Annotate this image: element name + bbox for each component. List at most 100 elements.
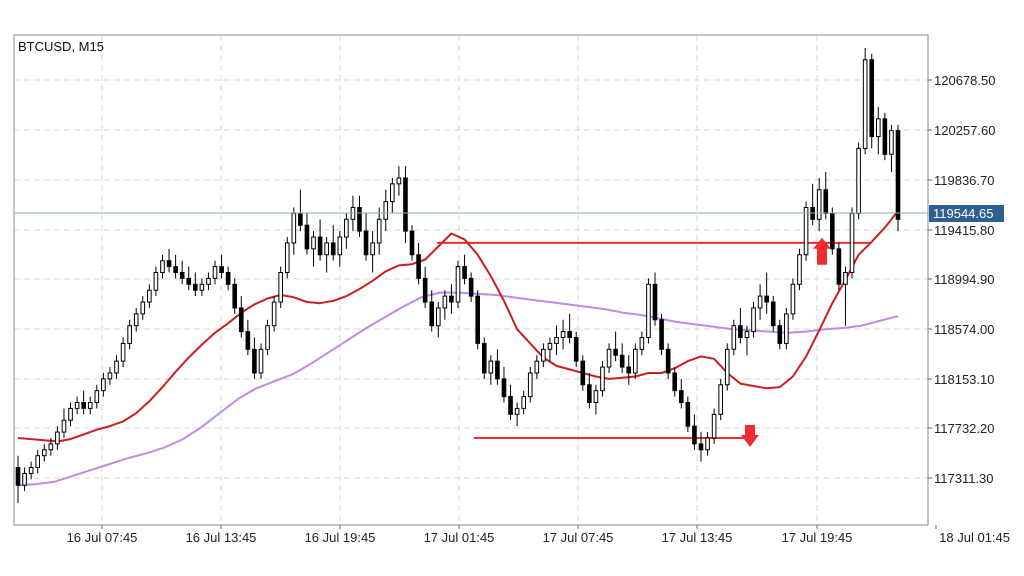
x-tick-label: 17 Jul 13:45 [662,530,733,545]
candle-body [541,348,546,362]
candle-body [705,437,710,451]
y-tick-label: 117311.30 [934,471,994,486]
candle-body [61,419,67,433]
candle-body [646,283,651,338]
candle-body [718,384,723,415]
y-axis: 120678.50 120257.60 119836.70 119415.80 1189… [928,73,995,486]
candle-body [127,325,132,344]
candle-body [580,360,586,386]
candle-body [849,212,855,273]
candle-body [593,390,599,404]
candle-body [784,313,789,344]
candle-body [711,413,717,439]
candle-body [199,283,205,291]
candle-body [803,206,809,256]
candle-body [153,271,159,291]
candle-body [232,283,238,309]
candle-body [475,295,481,344]
candle-body [738,325,743,338]
candle-body [613,348,618,356]
candle-body [147,289,152,303]
ma-fast-path [17,210,899,443]
y-tick-label: 120257.60 [934,123,995,138]
candle-body [245,331,251,350]
candle-body [481,342,487,374]
y-tick-label: 117732.20 [934,421,995,436]
candle-body [94,390,100,404]
x-tick-label: 16 Jul 13:45 [186,530,257,545]
y-tick-label: 119415.80 [934,223,995,238]
x-tick-label: 16 Jul 07:45 [67,530,138,545]
candle-body [212,266,218,279]
x-tick-label: 16 Jul 19:45 [305,530,376,545]
current-price-box [929,205,1004,222]
candle-body [186,277,192,285]
candle-body [698,443,704,451]
candle-body [166,260,172,268]
candle-body [114,360,119,374]
candle-body [81,402,86,409]
candle-body [409,230,415,256]
candle-body [633,348,638,374]
candle-body [160,260,165,273]
candle-body [311,236,316,250]
candle-body [74,402,80,409]
candle-body [265,325,270,350]
candle-body [889,130,894,155]
candle-body [219,266,224,273]
candle-body [55,431,60,445]
candle-body [330,242,336,256]
candle-body [724,348,730,386]
candle-body [455,266,461,303]
candle-body [403,177,408,232]
candle-body [344,218,349,238]
candle-body [567,331,572,338]
y-tick-label: 119836.70 [934,173,995,188]
candle-body [744,331,750,338]
plot-frame [13,34,929,526]
candle-body [843,271,848,285]
candle-body [357,206,362,232]
candle-body [501,378,507,398]
candle-body [895,130,901,220]
candle-body [41,449,47,457]
candle-body [416,254,421,279]
candle-body [875,118,881,138]
candle-body [101,378,106,392]
candle-body [606,348,612,368]
x-tick-label: 18 Jul 01:45 [939,530,1010,545]
candle-body [390,183,395,203]
candle-body [757,295,763,309]
candle-body [462,266,467,279]
annotation-lines [437,241,870,439]
candle-body [619,354,625,368]
candle-body [534,360,540,374]
candle-body [560,331,566,338]
candle-body [238,307,244,333]
candle-body [514,407,520,415]
candle-body [790,283,796,315]
candle-body [298,212,303,226]
candle-body [797,254,802,285]
candle-body [777,325,783,344]
annotation-arrows [741,237,831,447]
candle-body [488,360,494,374]
candle-body [495,360,500,380]
candle-body [573,336,579,362]
candle-body [370,242,375,256]
candle-body [22,472,27,486]
candle-body [639,336,645,350]
candle-body [363,230,369,256]
candle-body [770,301,776,327]
candle-body [678,390,684,404]
candle-body [271,301,277,327]
candle-body [449,295,454,303]
candle-body [87,402,93,409]
y-tick-label: 118574.00 [934,322,995,337]
candle-body [284,242,290,273]
candle-body [600,366,605,392]
candle-body [179,271,185,279]
y-tick-label: 118994.90 [934,272,995,287]
candle-body [856,147,861,214]
candle-body [816,189,822,220]
